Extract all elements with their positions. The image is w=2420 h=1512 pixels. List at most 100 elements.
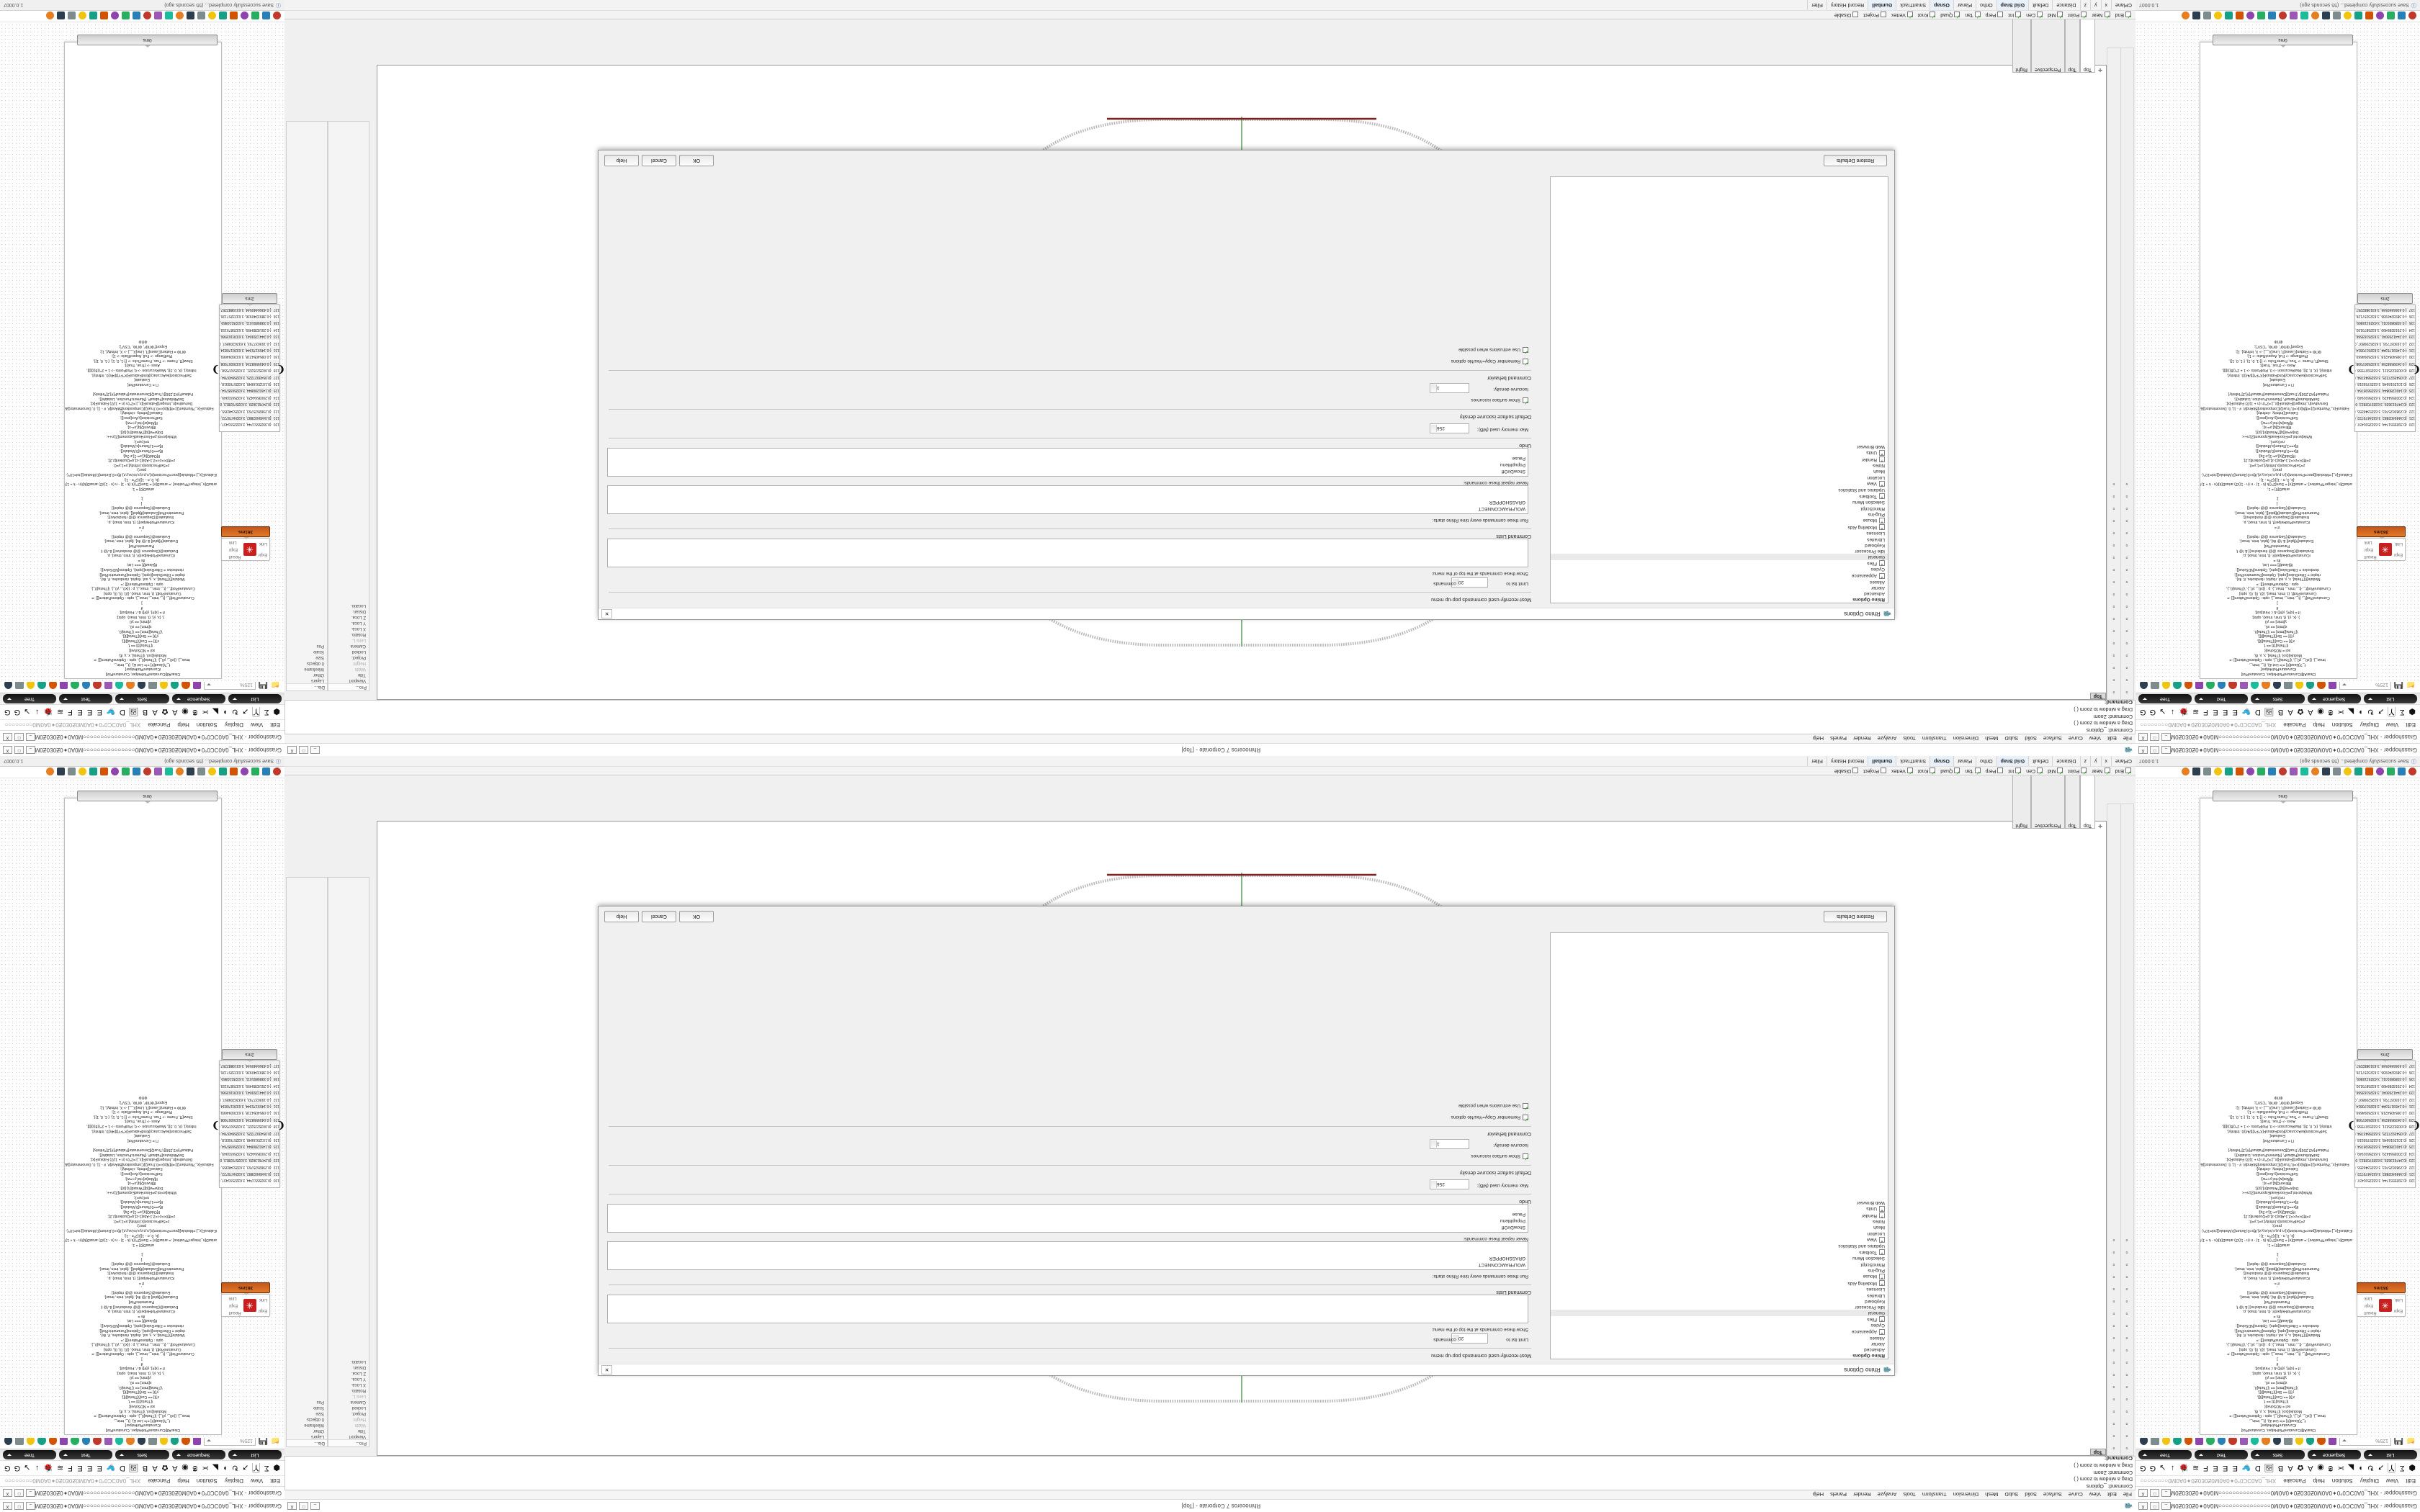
- e3-icon[interactable]: F: [68, 1464, 73, 1472]
- tool-icon-13[interactable]: ▫: [2125, 1298, 2128, 1305]
- tool-icon-4[interactable]: ▫: [2112, 652, 2115, 659]
- b-icon[interactable]: B: [2277, 1464, 2284, 1472]
- tool-icon-3[interactable]: ▫: [2112, 665, 2115, 671]
- toolbar-icon-6[interactable]: [2354, 768, 2362, 775]
- wolfram-component[interactable]: Expr Link ✳ Result Expr Link: [221, 538, 270, 561]
- minimize-button[interactable]: _: [310, 746, 320, 754]
- osnap-knot[interactable]: Knot: [1918, 12, 1936, 18]
- close-button[interactable]: X: [3, 1489, 12, 1497]
- tree-item-location[interactable]: Location: [1551, 1230, 1888, 1236]
- tool-icon-18[interactable]: ▫: [2112, 481, 2115, 487]
- checkbox-remember-copy[interactable]: [1523, 1115, 1528, 1120]
- menu-item-display[interactable]: Display: [2360, 721, 2379, 729]
- checkbox-end[interactable]: [2125, 768, 2131, 774]
- tool-icon-9[interactable]: ▫: [2125, 591, 2128, 598]
- tree-item-libraries[interactable]: Libraries: [1551, 1292, 1888, 1298]
- display-icon[interactable]: ◉: [182, 707, 189, 716]
- bug-icon[interactable]: ↓: [35, 708, 40, 716]
- tool-icon-17[interactable]: ▫: [2125, 493, 2128, 500]
- wolfram-code-panel[interactable]: ClearAll[iCurvaturePlotHelper, Curvature…: [2200, 42, 2357, 679]
- tab-tree[interactable]: Tree: [2, 1450, 57, 1459]
- toolbar-icon-8[interactable]: [197, 12, 205, 19]
- wolfram-code-panel[interactable]: ClearAll[iCurvaturePlotHelper, Curvature…: [2200, 798, 2357, 1435]
- tool-icon-1[interactable]: ▫: [2112, 1445, 2115, 1452]
- checkbox-show-isocurves[interactable]: [1523, 397, 1528, 403]
- expand-icon[interactable]: +: [1879, 1328, 1885, 1335]
- panel-item-2[interactable]: Wireframe: [304, 667, 324, 671]
- toolbar-icon-18[interactable]: [89, 768, 97, 775]
- toolbar-icon-18[interactable]: [2225, 768, 2233, 775]
- expand-icon[interactable]: +: [1879, 1273, 1885, 1279]
- expand-icon[interactable]: +: [1879, 1205, 1885, 1212]
- output-port-link[interactable]: Link: [228, 1296, 237, 1300]
- e2-icon[interactable]: E: [77, 708, 83, 716]
- toolbar-icon-14[interactable]: [133, 768, 140, 775]
- expand-icon[interactable]: +: [1879, 480, 1885, 487]
- toolbar-icon-19[interactable]: [2214, 12, 2222, 19]
- checkbox-int[interactable]: [2015, 12, 2022, 18]
- tree-item-appearance[interactable]: + Appearance: [1551, 572, 1888, 579]
- tool-icon-13[interactable]: ▫: [2125, 542, 2128, 549]
- tab-sequence[interactable]: Sequence: [2307, 1450, 2361, 1459]
- tree-item-rhinoscript[interactable]: RhinoScript: [1551, 505, 1888, 511]
- tool-icon-11[interactable]: ▫: [2125, 567, 2128, 573]
- rotate-icon[interactable]: ↻: [231, 707, 238, 716]
- intersect-icon[interactable]: ✂: [202, 1463, 209, 1472]
- osnap-knot[interactable]: Knot: [1918, 768, 1936, 774]
- f-icon[interactable]: ≋: [56, 1463, 64, 1472]
- rotate-icon[interactable]: ↻: [2367, 707, 2374, 716]
- maximize-button[interactable]: □: [2150, 1502, 2159, 1510]
- grasshopper-canvas[interactable]: ClearAll[iCurvaturePlotHelper, Curvature…: [2136, 22, 2420, 682]
- rhino-options-dialog[interactable]: 🦏 Rhino Options ✕ Rhino Options Advanced Aler…: [598, 906, 1895, 1376]
- a-icon[interactable]: A: [2308, 1464, 2313, 1472]
- menu-item-panels[interactable]: Panels: [1830, 1491, 1847, 1498]
- sigma-icon[interactable]: Σ: [2399, 708, 2405, 716]
- output-port-link[interactable]: Link: [228, 540, 237, 544]
- toolbar-icon-21[interactable]: [57, 768, 65, 775]
- menu-item-transform[interactable]: Transform: [1922, 1491, 1947, 1498]
- menu-item-edit[interactable]: Edit: [270, 1477, 280, 1485]
- panel-item-12[interactable]: Distan.: [352, 609, 366, 613]
- b-icon[interactable]: B: [142, 708, 148, 716]
- osnap-end[interactable]: End: [2115, 768, 2131, 774]
- toolbar-icon-3[interactable]: [2387, 768, 2395, 775]
- status-field-distance[interactable]: Distance: [2052, 0, 2080, 10]
- arrow2-icon[interactable]: ↘: [2159, 707, 2166, 716]
- display-icon[interactable]: ◉: [2317, 1463, 2324, 1472]
- expand-icon[interactable]: +: [1879, 1249, 1885, 1256]
- menu-item-view[interactable]: View: [2386, 1477, 2399, 1485]
- toolbar-icon-6[interactable]: [219, 12, 227, 19]
- kangaroo-icon[interactable]: ✿: [2297, 1463, 2304, 1472]
- rhino-command-history[interactable]: Command: _Options Drag a window to zoom (…: [284, 700, 2136, 734]
- tool-icon-14[interactable]: ▫: [2112, 530, 2115, 536]
- tool-icon-7[interactable]: ▫: [2112, 1372, 2115, 1378]
- input-port-expr[interactable]: Expr: [258, 1308, 267, 1313]
- checkbox-near[interactable]: [2104, 12, 2110, 18]
- kangaroo-icon[interactable]: ✿: [161, 707, 169, 716]
- expand-icon[interactable]: +: [1879, 456, 1885, 463]
- d-icon[interactable]: 🐦: [2241, 1463, 2251, 1472]
- mesh-icon[interactable]: ◣: [212, 1463, 219, 1472]
- minimize-button[interactable]: _: [2161, 1502, 2171, 1510]
- tree-item-modeling-aids[interactable]: + Modeling Aids: [1551, 1280, 1888, 1287]
- expand-icon[interactable]: +: [1879, 1280, 1885, 1287]
- grasshopper-canvas[interactable]: ClearAll[iCurvaturePlotHelper, Curvature…: [2136, 778, 2420, 1438]
- osnap-near[interactable]: Near: [2092, 12, 2110, 18]
- panel-item-10[interactable]: Y Loca.: [351, 621, 366, 625]
- tool-icon-16[interactable]: ▫: [2112, 1261, 2115, 1268]
- startup-commands-list[interactable]: WOLFRAMCONNECT GRASSHOPPER: [607, 485, 1528, 514]
- d-icon[interactable]: 🐦: [2241, 707, 2251, 716]
- tree-item-rhino-options[interactable]: Rhino Options: [1551, 597, 1888, 603]
- checkbox-quad[interactable]: [1954, 12, 1960, 18]
- menu-item-solid[interactable]: Solid: [2025, 1491, 2037, 1498]
- menu-item-subd[interactable]: SubD: [2004, 735, 2019, 742]
- toolbar-icon-10[interactable]: [176, 768, 184, 775]
- mesh-icon[interactable]: ◣: [2347, 1463, 2354, 1472]
- options-tree[interactable]: Rhino Options Advanced Alerter Aliases + Appe…: [1550, 176, 1888, 603]
- close-button[interactable]: X: [2138, 1489, 2148, 1497]
- tool-icon-11[interactable]: ▫: [2112, 1323, 2115, 1329]
- close-button[interactable]: X: [2138, 1502, 2148, 1510]
- show-isocurves-checkbox[interactable]: Show surface isocurves: [1471, 397, 1528, 403]
- tool-icon-10[interactable]: ▫: [2112, 1335, 2115, 1341]
- panel-item-5[interactable]: Locked: [351, 649, 366, 654]
